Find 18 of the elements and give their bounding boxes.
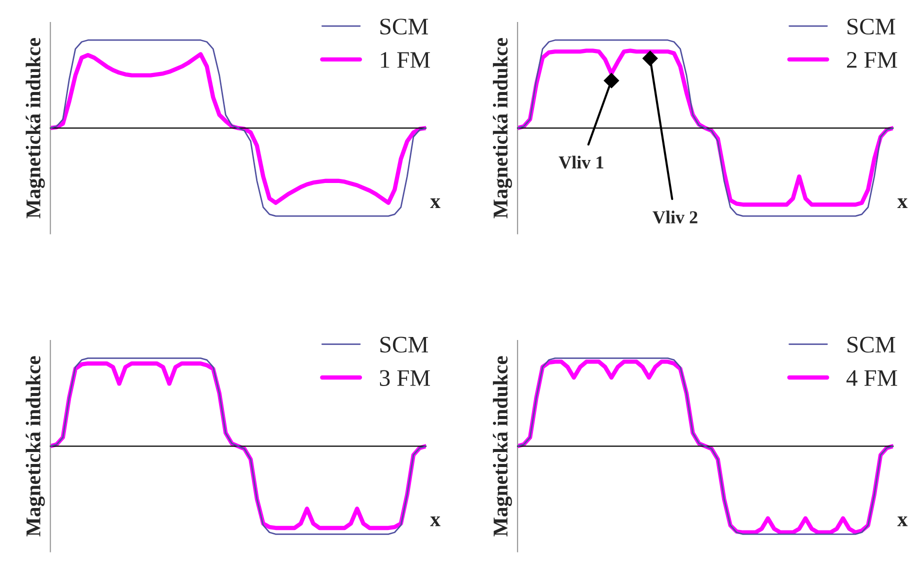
annotation: Vliv 2: [652, 210, 698, 224]
y-axis-title: Magnetická indukce: [492, 356, 512, 536]
y-axis-title: Magnetická indukce: [26, 356, 45, 536]
legend-label: SCM: [380, 18, 428, 35]
legend-label: SCM: [380, 336, 428, 353]
legend-label: SCM: [848, 336, 896, 353]
legend-label: 2 FM: [847, 52, 898, 68]
y-axis-title: Magnetická indukce: [492, 38, 512, 218]
legend-label: 1 FM: [380, 52, 430, 68]
x-axis-title: x: [897, 198, 908, 208]
y-axis-title: Magnetická indukce: [26, 38, 45, 218]
legend-label: 3 FM: [380, 370, 430, 386]
x-axis-title: x: [430, 516, 440, 526]
x-axis-title: x: [897, 516, 908, 526]
legend-label: SCM: [848, 18, 896, 35]
x-axis-title: x: [430, 198, 440, 208]
annotation: Vliv 1: [558, 156, 604, 169]
legend-label: 4 FM: [846, 370, 898, 386]
